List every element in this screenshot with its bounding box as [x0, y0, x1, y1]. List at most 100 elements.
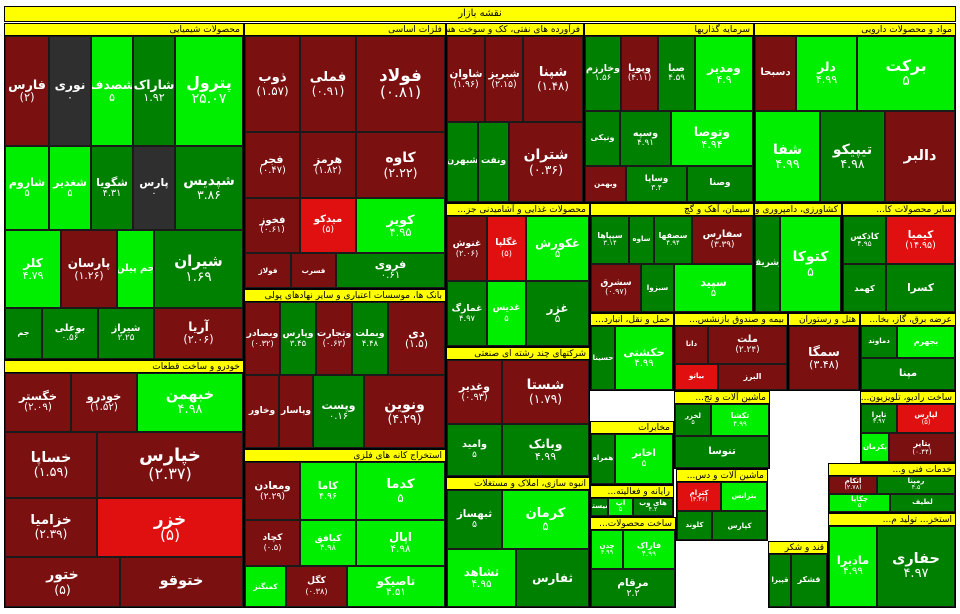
- treemap-tile[interactable]: غزر ۵: [526, 281, 589, 346]
- treemap-tile[interactable]: حکشتی ۴.۹۹: [615, 326, 673, 390]
- treemap-tile[interactable]: کپارس: [712, 511, 767, 540]
- treemap-tile[interactable]: هرمز (۱.۸۲): [300, 132, 356, 198]
- treemap-tile[interactable]: کچاد (۰.۵): [245, 520, 300, 566]
- treemap-tile[interactable]: ثبهساز ۵: [447, 490, 502, 549]
- treemap-tile[interactable]: ختور (۵): [5, 557, 120, 607]
- treemap-tile[interactable]: دانا: [675, 326, 708, 364]
- treemap-tile[interactable]: خپارس (۲.۳۷): [97, 432, 243, 498]
- treemap-tile[interactable]: وخاور: [245, 375, 279, 448]
- treemap-tile[interactable]: سفارس (۳.۳۹): [692, 216, 753, 264]
- treemap-tile[interactable]: تنوسا: [675, 436, 769, 468]
- treemap-tile[interactable]: زشریف: [755, 216, 780, 312]
- treemap-tile[interactable]: کاوه (۲.۲۲): [356, 132, 445, 198]
- treemap-tile[interactable]: ومعادن (۲.۲۹): [245, 462, 300, 520]
- treemap-tile[interactable]: غکورش ۵: [526, 216, 589, 281]
- treemap-tile[interactable]: خزر (۵): [97, 498, 243, 557]
- treemap-tile[interactable]: تاپرا ۴.۹۷: [861, 404, 897, 433]
- treemap-tile[interactable]: کرمان ۵: [502, 490, 589, 549]
- treemap-tile[interactable]: اتکام (۲.۷۸): [829, 476, 877, 494]
- treemap-tile[interactable]: میدکو (۵): [300, 198, 356, 253]
- treemap-tile[interactable]: ملت (۲.۲۴): [708, 326, 787, 364]
- treemap-tile[interactable]: صبا ۴.۵۹: [658, 36, 695, 111]
- treemap-tile[interactable]: دلر ۴.۹۹: [796, 36, 857, 111]
- treemap-tile[interactable]: کاذکس ۴.۹۵: [843, 216, 886, 264]
- treemap-tile[interactable]: جم: [5, 308, 42, 359]
- treemap-tile[interactable]: وغدیر (۰.۹۳): [447, 360, 502, 424]
- treemap-tile[interactable]: کیمیا (۱۴.۹۵): [886, 216, 955, 264]
- treemap-tile[interactable]: شبریز (۲.۱۵): [485, 36, 523, 122]
- treemap-tile[interactable]: خساپا (۱.۵۹): [5, 432, 97, 498]
- treemap-tile[interactable]: ثشاهد ۴.۹۵: [447, 549, 516, 607]
- treemap-tile[interactable]: مرقام ۲.۲: [591, 569, 675, 607]
- treemap-tile[interactable]: کلوند: [677, 511, 712, 540]
- treemap-tile[interactable]: کدما ۵: [356, 462, 445, 520]
- treemap-tile[interactable]: شغدیر ۵: [49, 146, 91, 230]
- treemap-tile[interactable]: پارس ۰: [133, 146, 175, 230]
- treemap-tile[interactable]: خودرو (۱.۵۲): [71, 373, 137, 432]
- treemap-tile[interactable]: همراه: [591, 434, 615, 484]
- treemap-tile[interactable]: سشرق (۰.۹۷): [591, 264, 641, 312]
- treemap-tile[interactable]: دسبحا: [755, 36, 796, 111]
- treemap-tile[interactable]: سپید ۵: [674, 264, 753, 312]
- treemap-tile[interactable]: دماوند: [861, 326, 897, 358]
- treemap-tile[interactable]: آپ ۵: [608, 498, 633, 516]
- treemap-tile[interactable]: حفاری ۴.۹۷: [877, 526, 955, 607]
- treemap-tile[interactable]: برکت ۵: [857, 36, 955, 111]
- treemap-tile[interactable]: مپنا: [861, 358, 955, 390]
- treemap-tile[interactable]: وصنا: [687, 166, 753, 202]
- treemap-tile[interactable]: فولاژ: [245, 253, 291, 288]
- treemap-tile[interactable]: وتوصا ۴.۹۴: [671, 111, 753, 166]
- treemap-tile[interactable]: لخزر ۵: [675, 404, 711, 436]
- treemap-tile[interactable]: پارسان (۱.۲۶): [61, 230, 117, 308]
- treemap-tile[interactable]: سصفها ۴.۹۴: [654, 216, 692, 264]
- treemap-tile[interactable]: لپارس (۵): [897, 404, 955, 433]
- treemap-tile[interactable]: تاصیکو ۴.۵۱: [347, 566, 445, 607]
- treemap-tile[interactable]: وبصادر (۰.۳۲): [245, 302, 280, 375]
- treemap-tile[interactable]: سیپاها ۳.۱۴: [591, 216, 629, 264]
- treemap-tile[interactable]: ذوب (۱.۵۷): [245, 36, 300, 132]
- treemap-tile[interactable]: فولاد (۰.۸۱): [356, 36, 445, 132]
- treemap-tile[interactable]: ومدیر ۴.۹: [695, 36, 753, 111]
- treemap-tile[interactable]: غمارگ ۴.۹۷: [447, 281, 487, 346]
- treemap-tile[interactable]: چدن ۴.۹۹: [591, 530, 623, 569]
- treemap-tile[interactable]: وپارس ۳.۴۵: [280, 302, 316, 375]
- treemap-tile[interactable]: شصدف ۵: [91, 36, 133, 146]
- treemap-tile[interactable]: بترانس: [721, 482, 767, 511]
- treemap-tile[interactable]: البرز: [718, 364, 787, 390]
- treemap-tile[interactable]: شیران ۱.۶۹: [154, 230, 243, 308]
- treemap-tile[interactable]: فملی (۰.۹۱): [300, 36, 356, 132]
- treemap-tile[interactable]: وتجارت (۰.۶۳): [316, 302, 352, 375]
- treemap-tile[interactable]: سبزوا: [641, 264, 674, 312]
- treemap-tile[interactable]: اخابر ۵: [615, 434, 673, 484]
- treemap-tile[interactable]: شپدیس ۳.۸۶: [175, 146, 243, 230]
- treemap-tile[interactable]: دی (۱.۵): [388, 302, 445, 375]
- treemap-tile[interactable]: وامید ۵: [447, 424, 502, 476]
- treemap-tile[interactable]: ونفت: [478, 122, 509, 202]
- treemap-tile[interactable]: جم پیلن: [117, 230, 154, 308]
- treemap-tile[interactable]: رمپنا ۴.۵: [877, 476, 955, 494]
- treemap-tile[interactable]: بوعلی ۰.۵۶: [42, 308, 98, 359]
- treemap-tile[interactable]: تکشا ۴.۹۹: [711, 404, 769, 436]
- treemap-tile[interactable]: ختوقو: [120, 557, 243, 607]
- treemap-tile[interactable]: غگلپا (۵): [487, 216, 526, 281]
- treemap-tile[interactable]: کتوکا ۵: [780, 216, 841, 312]
- treemap-tile[interactable]: لطیف: [890, 494, 955, 512]
- treemap-tile[interactable]: دالبر: [885, 111, 955, 202]
- treemap-tile[interactable]: تیپیکو ۴.۹۸: [820, 111, 885, 202]
- treemap-tile[interactable]: سیستم: [591, 498, 608, 516]
- treemap-tile[interactable]: کویر ۴.۹۵: [356, 198, 445, 253]
- treemap-tile[interactable]: قشکر: [791, 554, 827, 607]
- treemap-tile[interactable]: فجر (۰.۴۷): [245, 132, 300, 198]
- treemap-tile[interactable]: پکرمان: [861, 433, 889, 462]
- treemap-tile[interactable]: مادیرا ۴.۹۹: [829, 526, 877, 607]
- treemap-tile[interactable]: شاراک ۱.۹۲: [133, 36, 175, 146]
- treemap-tile[interactable]: کترام (۴.۳۶): [677, 482, 721, 511]
- treemap-tile[interactable]: غدیس ۵: [487, 281, 526, 346]
- treemap-tile[interactable]: شبهرن: [447, 122, 478, 202]
- treemap-tile[interactable]: کگل (۰.۳۸): [286, 566, 347, 607]
- treemap-tile[interactable]: بیاتو: [675, 364, 718, 390]
- treemap-tile[interactable]: پترول ۲۵.۰۷: [175, 36, 243, 146]
- treemap-tile[interactable]: وساپا ۳.۴: [626, 166, 687, 202]
- treemap-tile[interactable]: شتران (۰.۳۶): [509, 122, 583, 202]
- treemap-tile[interactable]: های وب ۴.۲: [633, 498, 673, 516]
